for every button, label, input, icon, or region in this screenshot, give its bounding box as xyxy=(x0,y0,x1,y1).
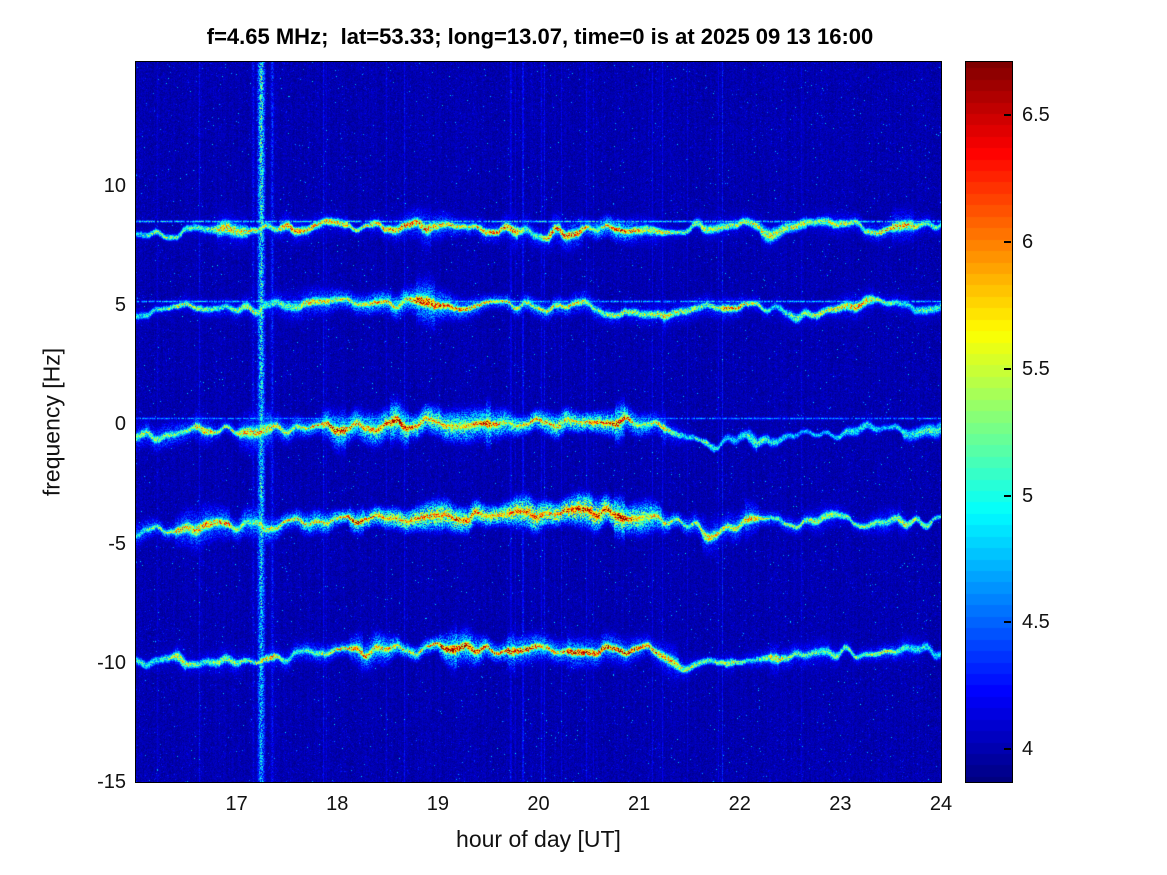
x-tick-label: 22 xyxy=(728,793,751,815)
x-tick-label: 17 xyxy=(225,793,248,815)
colorbar-tick-label: 5.5 xyxy=(1022,357,1050,380)
y-tick-label: 0 xyxy=(114,413,126,436)
x-tick-label: 18 xyxy=(326,793,349,815)
colorbar-tick-mark xyxy=(1004,621,1011,624)
y-tick-label: -10 xyxy=(97,651,126,674)
colorbar-canvas xyxy=(966,62,1012,782)
x-tick-label: 23 xyxy=(829,793,852,815)
y-tick-label: 5 xyxy=(114,294,126,317)
plot-area xyxy=(135,61,942,783)
colorbar-tick-mark xyxy=(1004,748,1011,751)
colorbar-tick-mark xyxy=(1004,367,1011,370)
y-tick-label: 10 xyxy=(103,174,126,197)
spectrogram-canvas xyxy=(136,62,941,782)
x-tick-label: 20 xyxy=(527,793,550,815)
x-tick-label: 24 xyxy=(929,793,953,815)
colorbar-tick-mark xyxy=(1004,494,1011,497)
colorbar-tick-label: 6.5 xyxy=(1022,104,1050,127)
x-tick-label: 19 xyxy=(426,793,449,815)
x-axis-label: hour of day [UT] xyxy=(456,826,621,852)
colorbar-tick-mark xyxy=(1004,241,1011,243)
colorbar-tick-label: 5 xyxy=(1022,484,1034,507)
x-tick-label: 21 xyxy=(628,793,651,815)
colorbar-tick-mark xyxy=(1004,114,1011,117)
y-tick-label: -15 xyxy=(97,771,126,793)
colorbar xyxy=(965,61,1013,783)
chart-title: f=4.65 MHz; lat=53.33; long=13.07, time=… xyxy=(206,24,874,49)
y-tick-label: -5 xyxy=(108,532,126,555)
colorbar-tick-label: 4 xyxy=(1022,738,1034,761)
colorbar-tick-label: 4.5 xyxy=(1022,611,1050,634)
colorbar-tick-label: 6 xyxy=(1022,231,1034,253)
